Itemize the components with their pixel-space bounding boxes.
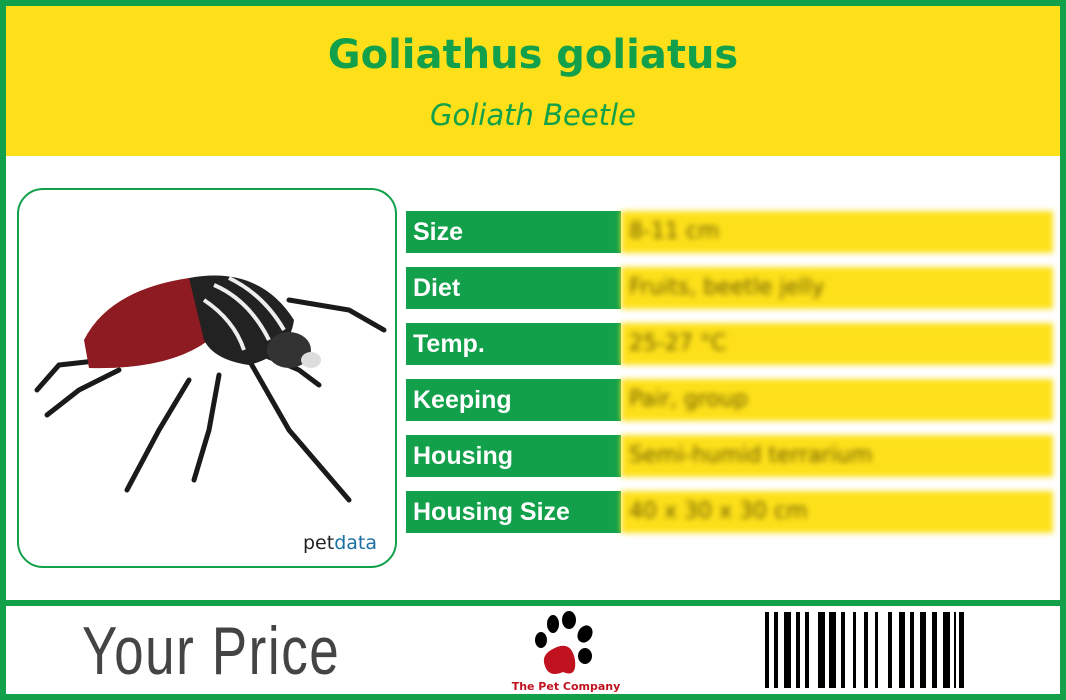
barcode-bar [899,612,905,688]
barcode-bar [959,612,964,688]
fact-label: Size [406,211,621,253]
beetle-photo: petdata [17,188,397,568]
fact-label: Temp. [406,323,621,365]
fact-label: Diet [406,267,621,309]
barcode [765,612,1027,688]
common-name: Goliath Beetle [430,98,636,132]
barcode-bar [932,612,937,688]
fact-value: Pair, group [621,379,1053,421]
petdata-watermark: petdata [303,532,377,554]
fact-label: Housing Size [406,491,621,533]
barcode-bar [805,612,809,688]
fact-row-keeping: Keeping Pair, group [406,379,1053,421]
barcode-bar [864,612,868,688]
fact-value: 40 x 30 x 30 cm [621,491,1053,533]
barcode-bar [829,612,836,688]
beetle-image [34,275,387,503]
barcode-bar [920,612,926,688]
price-label: Your Price [82,613,341,689]
footer-divider [6,600,1060,606]
barcode-bar [784,612,791,688]
barcode-bar [888,612,892,688]
fact-value: 8-11 cm [621,211,1053,253]
fact-value: Semi-humid terrarium [621,435,1053,477]
barcode-bar [765,612,769,688]
paw-icon [535,611,593,674]
barcode-bar [954,612,956,688]
barcode-bar [943,612,950,688]
barcode-bar [818,612,825,688]
fact-row-housing: Housing Semi-humid terrarium [406,435,1053,477]
barcode-bar [796,612,800,688]
company-logo: The Pet Company [511,610,621,696]
fact-row-housing-size: Housing Size 40 x 30 x 30 cm [406,491,1053,533]
fact-row-size: Size 8-11 cm [406,211,1053,253]
barcode-bar [875,612,878,688]
fact-row-temp: Temp. 25-27 °C [406,323,1053,365]
barcode-bar [910,612,914,688]
barcode-bar [774,612,778,688]
header: Goliathus goliatus Goliath Beetle [6,6,1060,156]
species-title: Goliathus goliatus [327,32,739,78]
fact-value: 25-27 °C [621,323,1053,365]
company-name: The Pet Company [511,680,621,693]
barcode-bar [853,612,856,688]
fact-label: Keeping [406,379,621,421]
barcode-bar [841,612,845,688]
fact-label: Housing [406,435,621,477]
fact-row-diet: Diet Fruits, beetle jelly [406,267,1053,309]
fact-value: Fruits, beetle jelly [621,267,1053,309]
